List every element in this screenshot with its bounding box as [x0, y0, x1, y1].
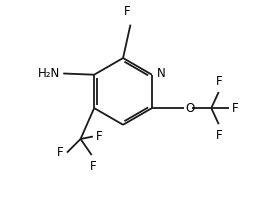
Text: F: F	[215, 75, 222, 88]
Text: O: O	[185, 102, 195, 115]
Text: F: F	[123, 6, 130, 18]
Text: F: F	[232, 102, 239, 115]
Text: N: N	[156, 67, 165, 80]
Text: F: F	[96, 130, 102, 143]
Text: F: F	[90, 160, 96, 173]
Text: F: F	[215, 129, 222, 142]
Text: F: F	[57, 146, 64, 159]
Text: H₂N: H₂N	[38, 67, 60, 80]
